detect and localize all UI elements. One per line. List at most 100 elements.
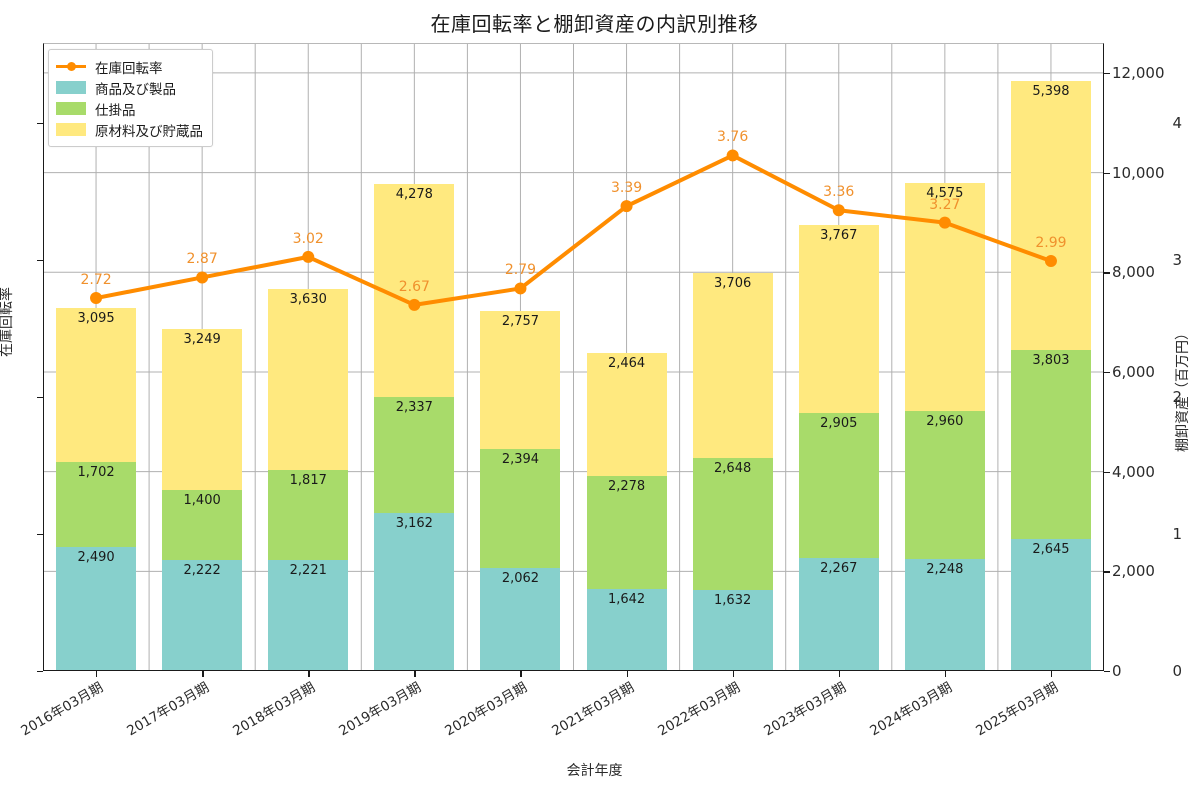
bar-segment[interactable] [904,411,985,559]
x-axis-tick-mark [626,671,628,677]
bar-segment-label: 2,464 [607,355,646,371]
bar-segment-label: 3,249 [183,331,221,347]
legend-label: 原材料及び貯蔵品 [95,123,203,140]
y-axis-right-tick-mark [1104,172,1110,174]
y-axis-left-tick-mark [37,533,43,536]
bar-segment-label: 1,400 [183,493,221,509]
chart-title: 在庫回転率と棚卸資産の内訳別推移 [430,12,759,36]
x-axis-tick-label: 2025年03月期 [973,679,1061,740]
bar-segment-label: 3,706 [714,275,752,291]
bar-segment-label: 3,803 [1032,352,1070,368]
bar-segment[interactable] [374,513,455,671]
bar-segment-label: 2,394 [501,451,540,467]
x-axis-tick-mark [1050,671,1053,677]
bar-segment[interactable] [586,589,667,671]
bar-segment[interactable] [56,462,137,547]
line-marker-icon [56,60,86,73]
line-point-label: 2.99 [1035,235,1067,252]
bar-segment[interactable] [162,560,243,671]
chart-legend: 在庫回転率商品及び製品 仕掛品原材料及び貯蔵品 [48,49,213,147]
legend-item-bar[interactable]: 仕掛品 [56,98,203,119]
color-swatch-icon [56,81,86,94]
color-swatch-icon [56,102,86,115]
x-axis-tick-label: 2019年03月期 [336,679,425,740]
bar-segment-label: 1,817 [289,472,327,488]
bar-segment-label: 2,062 [501,571,540,587]
bar-segment-label: 1,642 [607,592,646,608]
bar-segment-label: 2,905 [820,416,858,432]
y-axis-right-tick-mark [1104,571,1110,573]
bar-segment-label: 2,960 [926,414,964,430]
bar-segment[interactable] [692,272,773,458]
y-axis-left-tick-mark [37,671,43,673]
y-axis-left-title: 在庫回転率 [0,287,15,357]
bar-segment[interactable] [56,307,137,463]
bar-segment[interactable] [162,490,243,561]
x-axis-tick-label: 2018年03月期 [230,679,319,740]
bar-segment[interactable] [480,448,561,569]
line-point-label: 2.87 [186,251,218,268]
bar-segment[interactable] [798,558,879,671]
bar-segment[interactable] [480,568,561,671]
legend-item-line[interactable]: 在庫回転率 [56,56,203,77]
legend-label: 仕掛品 [95,102,136,119]
bar-segment[interactable] [586,475,667,590]
bar-segment[interactable] [162,328,243,491]
x-axis-tick-mark [96,671,98,677]
line-point-label: 3.39 [610,180,643,197]
bar-segment-label: 1,632 [714,592,752,608]
x-axis-tick-mark [520,671,522,677]
bar-segment[interactable] [1010,349,1091,540]
bar-segment-label: 2,222 [183,563,221,579]
bar-segment[interactable] [1010,539,1091,671]
bar-segment[interactable] [798,225,879,414]
y-axis-right-tick: 10,000 [1112,163,1165,182]
x-axis-tick-label: 2024年03月期 [867,679,955,740]
line-point-label: 3.27 [929,196,961,213]
bar-segment-label: 2,757 [501,314,540,330]
plot-area: 2,490 1,702 3,095 2,222 1,400 3,249 2,221 1,817… [43,43,1104,671]
line-point-label: 2.79 [504,262,537,279]
x-axis-tick-label: 2016年03月期 [18,679,107,740]
bar-segment[interactable] [904,558,985,671]
legend-item-bar[interactable]: 原材料及び貯蔵品 [56,119,203,140]
x-axis-tick-mark [308,671,310,677]
y-axis-right-tick: 4,000 [1112,462,1155,481]
y-axis-left-tick: 3 [1172,250,1182,269]
x-axis-tick-mark [944,671,947,677]
bar-segment-label: 2,248 [926,561,964,577]
bar-segment-label: 1,702 [77,465,115,481]
bar-segment[interactable] [586,352,667,476]
x-axis-tick-label: 2023年03月期 [761,679,849,740]
bar-segment-label: 3,630 [289,291,327,307]
line-point-label: 3.36 [823,184,855,201]
bar-segment[interactable] [480,311,561,449]
bar-segment[interactable] [692,589,773,671]
bar-segment[interactable] [374,183,455,397]
y-axis-right-tick: 8,000 [1112,263,1155,282]
y-axis-left-tick: 4 [1172,113,1182,132]
bar-segment-label: 2,278 [607,478,646,494]
bar-segment-label: 2,648 [714,460,752,476]
legend-label: 在庫回転率 [95,60,163,77]
x-axis-tick-label: 2020年03月期 [442,679,531,740]
legend-label: 商品及び製品 [95,81,176,98]
x-axis-tick-mark [732,671,735,677]
bar-segment[interactable] [1010,80,1091,350]
bar-segment[interactable] [374,396,455,514]
line-point-label: 2.72 [80,272,112,289]
bar-segment[interactable] [798,413,879,558]
bar-segment[interactable] [268,469,349,561]
y-axis-right-tick: 6,000 [1112,362,1155,381]
bar-segment[interactable] [56,546,137,671]
x-axis-tick-mark [202,671,204,677]
x-axis-title: 会計年度 [566,763,623,779]
bar-segment[interactable] [268,560,349,671]
y-axis-right-tick: 0 [1112,662,1122,680]
bar-segment[interactable] [692,457,773,590]
legend-item-bar[interactable]: 商品及び製品 [56,77,203,98]
bar-segment[interactable] [268,288,349,470]
bar-segment-label: 2,490 [77,549,115,565]
line-point-label: 3.76 [717,129,749,146]
y-axis-right-tick: 12,000 [1112,63,1165,82]
